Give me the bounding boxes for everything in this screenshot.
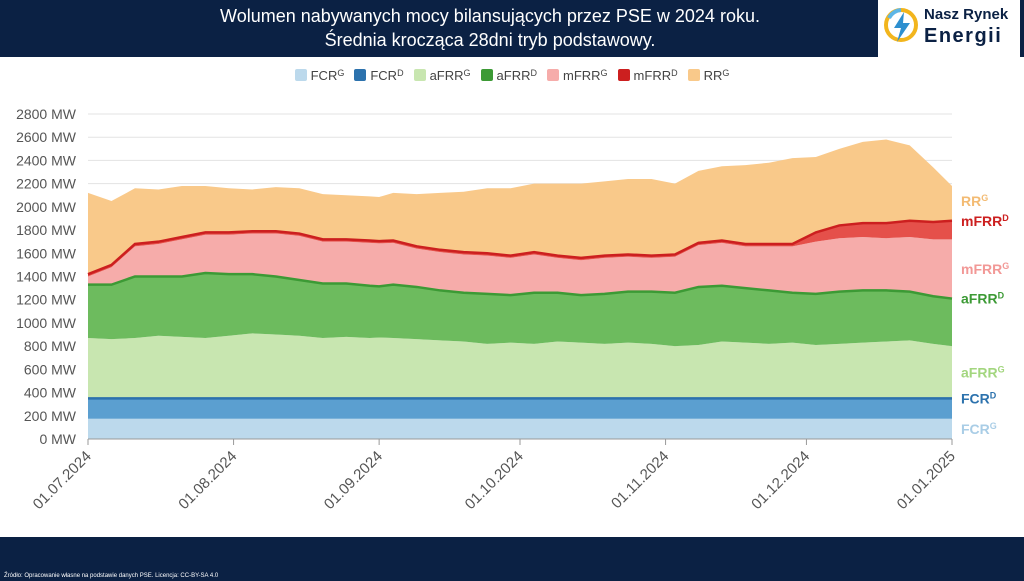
legend-label: FCR: [310, 68, 338, 83]
y-tick-label: 800 MW: [24, 338, 77, 354]
legend-item-fcr-d: FCRD: [354, 68, 404, 83]
legend-label: mFRR: [562, 68, 601, 83]
area-fcr-d: [88, 398, 952, 419]
area-afrr-d: [88, 273, 952, 347]
legend-swatch: [546, 69, 559, 81]
legend-item-fcr-g: FCRG: [294, 68, 345, 83]
legend-swatch: [480, 69, 493, 81]
area-rr-g: [88, 139, 952, 275]
y-tick-label: 1600 MW: [16, 245, 77, 261]
header-bar: Wolumen nabywanych mocy bilansujących pr…: [0, 0, 1024, 57]
legend-label: RR: [703, 68, 723, 83]
area-fcr-g: [88, 418, 952, 439]
area-mfrr-g: [88, 233, 952, 299]
legend-swatch: [687, 69, 700, 81]
source-note: Źródło: Opracowanie własne na podstawie …: [4, 573, 219, 579]
x-tick-label: 01.01.2025: [894, 448, 959, 513]
legend-item-mfrr-d: mFRRD: [617, 68, 678, 83]
line-mfrr-d: [87, 219, 953, 276]
y-tick-label: 2600 MW: [16, 129, 77, 145]
end-label-rr-g: RRG: [961, 193, 988, 209]
lightning-bulb-icon: [884, 8, 918, 42]
logo-text-line1: Nasz Rynek: [924, 6, 1009, 23]
legend-label-sup: D: [671, 68, 678, 78]
stacked-area-chart: 0 MW 200 MW 400 MW 600 MW 800 MW 1000 MW 1200 …: [16, 106, 1009, 513]
end-label-mfrr-g: mFRRG: [961, 261, 1009, 277]
x-tick-label: 01.07.2024: [30, 448, 95, 513]
end-label-afrr-g: aFRRG: [961, 364, 1005, 380]
y-tick-label: 1200 MW: [16, 292, 77, 308]
chart-title: Wolumen nabywanych mocy bilansujących pr…: [100, 4, 880, 52]
y-tick-label: 200 MW: [24, 408, 77, 424]
legend-label-sup: D: [397, 68, 404, 78]
y-tick-label: 600 MW: [24, 361, 77, 377]
footer-bar: Źródło: Opracowanie własne na podstawie …: [0, 537, 1024, 581]
legend-item-mfrr-g: mFRRG: [546, 68, 608, 83]
x-tick-label: 01.11.2024: [608, 448, 672, 512]
legend-swatch: [413, 69, 426, 81]
line-afrr-d: [88, 271, 953, 300]
y-tick-label: 2000 MW: [16, 199, 77, 215]
chart-legend: FCRG FCRD aFRRG aFRRD mFRRG mFRRD RRG: [0, 68, 1024, 83]
x-tick-label: 01.12.2024: [748, 448, 813, 513]
x-tick-label: 01.10.2024: [462, 448, 527, 513]
area-afrr-g: [88, 333, 952, 399]
y-tick-label: 2200 MW: [16, 176, 77, 192]
chart-title-line2: Średnia krocząca 28dni tryb podstawowy.: [324, 30, 656, 50]
logo-text-line2: Energii: [924, 25, 1003, 47]
chart-title-line1: Wolumen nabywanych mocy bilansujących pr…: [220, 6, 760, 26]
legend-label-sup: G: [337, 68, 345, 78]
x-tick-label: 01.08.2024: [175, 448, 240, 513]
legend-label-sup: G: [600, 68, 608, 78]
y-tick-label: 0 MW: [39, 431, 76, 447]
y-tick-label: 1000 MW: [16, 315, 77, 331]
legend-label: mFRR: [633, 68, 672, 83]
legend-label-sup: G: [463, 68, 471, 78]
legend-item-afrr-g: aFRRG: [413, 68, 471, 83]
y-tick-label: 2800 MW: [16, 106, 77, 122]
legend-swatch: [617, 69, 630, 81]
legend-item-afrr-d: aFRRD: [480, 68, 537, 83]
legend-label: FCR: [370, 68, 398, 83]
y-tick-label: 1400 MW: [16, 269, 77, 285]
legend-label: aFRR: [429, 68, 464, 83]
legend-swatch: [294, 69, 307, 81]
x-tick-label: 01.09.2024: [321, 448, 386, 513]
y-tick-label: 400 MW: [24, 385, 77, 401]
y-tick-label: 1800 MW: [16, 222, 77, 238]
end-label-mfrr-d: mFRRD: [961, 213, 1009, 229]
legend-item-rr-g: RRG: [687, 68, 730, 83]
end-label-fcr-g: FCRG: [961, 421, 997, 437]
end-label-fcr-d: FCRD: [961, 390, 997, 406]
legend-label-sup: G: [722, 68, 730, 78]
brand-logo: Nasz Rynek Energii: [878, 0, 1020, 57]
end-label-afrr-d: aFRRD: [961, 291, 1005, 307]
y-tick-label: 2400 MW: [16, 152, 77, 168]
legend-label: aFRR: [496, 68, 531, 83]
legend-swatch: [354, 69, 367, 81]
legend-label-sup: D: [530, 68, 537, 78]
